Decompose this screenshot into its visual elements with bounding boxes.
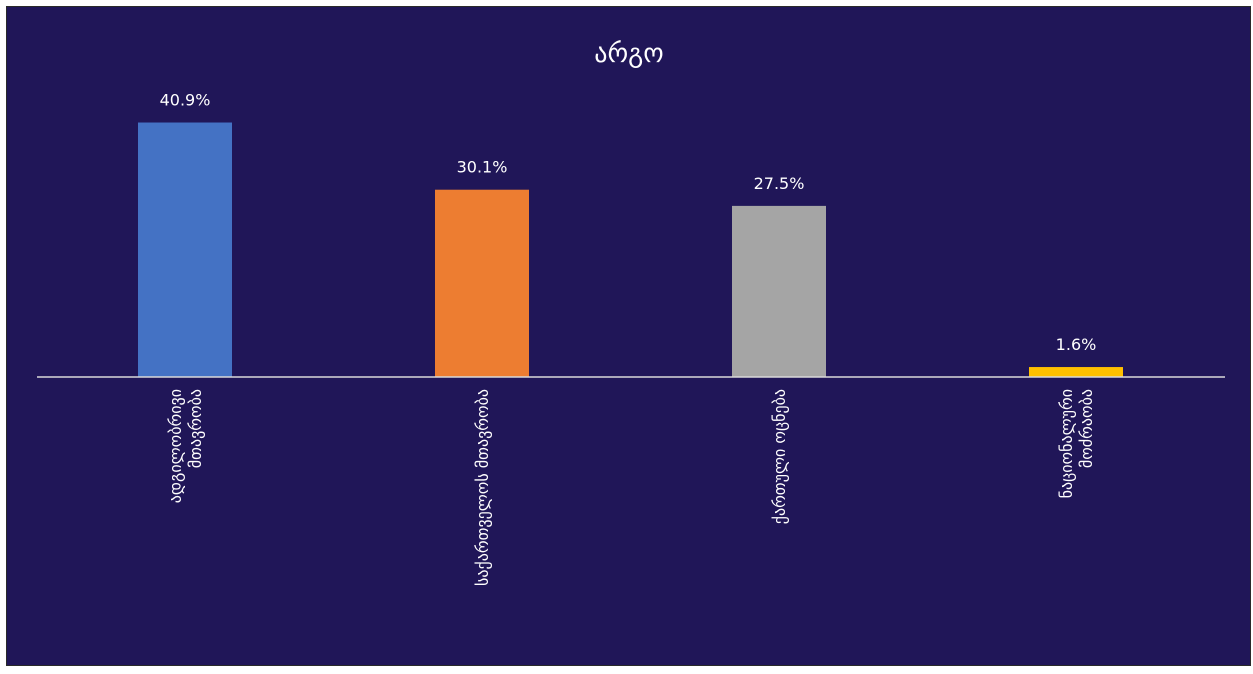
data-labels-group: 40.9% 30.1% 27.5% 1.6% — [160, 91, 1097, 355]
bar-3 — [732, 205, 826, 377]
data-label-4: 1.6% — [1056, 335, 1097, 354]
category-label-2-line-1: საქართველოს მთავრობა — [473, 389, 492, 586]
bar-chart: არგო 40.9% 30.1% 27.5% 1.6% ადგილობრივი მთავ… — [37, 39, 1225, 586]
bars-group — [138, 122, 1123, 377]
bar-1 — [138, 122, 232, 377]
category-label-4-line-2: მოძრაობა — [1077, 389, 1096, 468]
data-label-2: 30.1% — [457, 158, 508, 177]
chart-title: არგო — [594, 39, 663, 69]
bar-2 — [435, 189, 529, 377]
category-label-3-line-1: ქართული ოცნება — [770, 389, 789, 524]
data-label-3: 27.5% — [754, 174, 805, 193]
category-label-4-line-1: ნაციონალური — [1057, 389, 1076, 498]
data-label-1: 40.9% — [160, 91, 211, 110]
category-label-1-line-2: მთავრობა — [186, 389, 205, 468]
bar-4 — [1029, 367, 1123, 377]
chart-area: არგო 40.9% 30.1% 27.5% 1.6% ადგილობრივი მთავ… — [6, 6, 1251, 666]
category-labels-group: ადგილობრივი მთავრობა საქართველოს მთავრობა ქ… — [166, 389, 1096, 586]
category-label-1-line-1: ადგილობრივი — [166, 389, 185, 503]
